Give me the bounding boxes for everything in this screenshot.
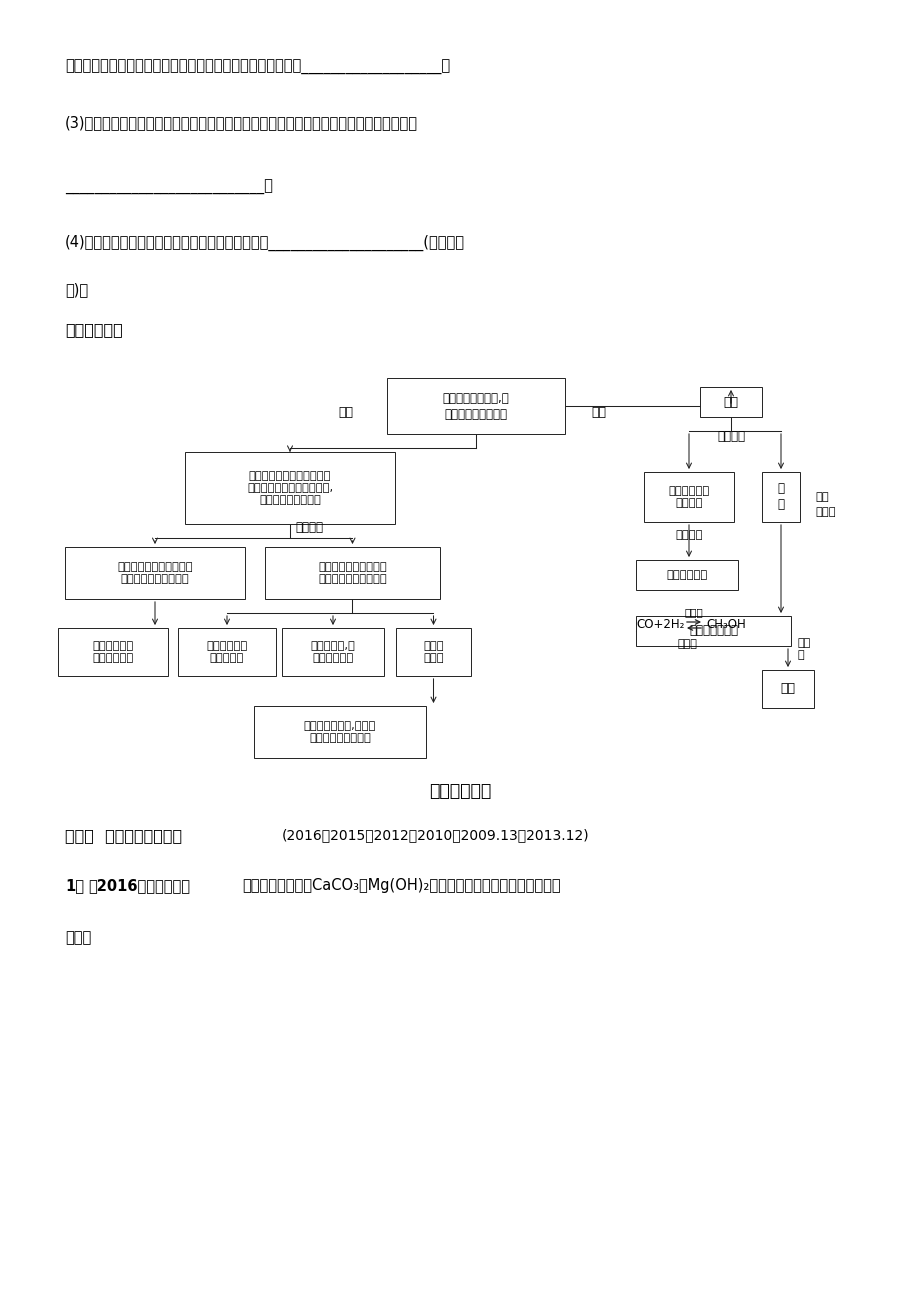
FancyBboxPatch shape [65,547,244,599]
FancyBboxPatch shape [635,616,790,646]
Text: ___________________________。: ___________________________。 [65,180,273,195]
FancyBboxPatch shape [699,387,761,417]
FancyBboxPatch shape [761,671,813,708]
Text: 碳与水蒸气在高温下反
应生成氢气和一氧化碳: 碳与水蒸气在高温下反 应生成氢气和一氧化碳 [318,561,387,585]
Text: CH₃OH: CH₃OH [705,618,745,631]
Text: 多步生产: 多步生产 [675,530,702,540]
Text: 水蒸气: 水蒸气 [814,506,834,517]
Text: 甲醇是清洁能源,充分燃
烧生成水和二氧化碳: 甲醇是清洁能源,充分燃 烧生成水和二氧化碳 [303,721,376,743]
Text: 操作: 操作 [590,406,606,419]
FancyBboxPatch shape [282,628,383,676]
FancyBboxPatch shape [395,628,471,676]
Text: 甲醇: 甲醇 [779,682,795,695]
Text: 煤中的硫、氮元素可转化为
可溶性的化合物留在溶液中,
碳仍以固体形式存在: 煤中的硫、氮元素可转化为 可溶性的化合物留在溶液中, 碳仍以固体形式存在 [246,470,333,505]
Text: 可)。: 可)。 [65,283,88,297]
Text: 含硫、含氮的化合物溶液
可转化为硫酸和氨肥等: 含硫、含氮的化合物溶液 可转化为硫酸和氨肥等 [117,561,193,585]
Text: 原煤: 原煤 [722,396,738,409]
FancyBboxPatch shape [643,473,733,522]
Text: 如图：: 如图： [65,930,91,945]
FancyBboxPatch shape [761,473,800,522]
Text: 专题分类训练: 专题分类训练 [428,783,491,799]
Text: 具有还原性,可
用于冶炼金属: 具有还原性,可 用于冶炼金属 [311,641,355,663]
Text: CO+2H₂: CO+2H₂ [635,618,684,631]
Text: (2016、2015、2012、2010、2009.13；2013.12): (2016、2015、2012、2010、2009.13；2013.12) [282,828,589,842]
FancyBboxPatch shape [635,560,737,590]
Text: 精
煤: 精 煤 [777,483,784,512]
Text: 具有可燃性，
可用作燃料: 具有可燃性， 可用作燃料 [206,641,247,663]
Text: 类型一  物质的合成流程图: 类型一 物质的合成流程图 [65,828,182,842]
Text: 含硫、氮的化
合物溶液: 含硫、氮的化 合物溶液 [667,486,709,508]
Text: 可用于
制甲醇: 可用于 制甲醇 [423,641,443,663]
Text: 分析: 分析 [337,406,353,419]
Text: （2016蜀山区二模）: （2016蜀山区二模） [88,878,190,893]
Text: 硫酸、氨肥等: 硫酸、氨肥等 [665,570,707,579]
Text: 1．: 1． [65,878,84,893]
FancyBboxPatch shape [177,628,276,676]
FancyBboxPatch shape [387,378,564,434]
FancyBboxPatch shape [265,547,439,599]
Text: (3)甲醇与乙醇一样具有可燃性，是一种理想的清洁能源，写出甲醇充分燃烧的化学方程式: (3)甲醇与乙醇一样具有可燃性，是一种理想的清洁能源，写出甲醇充分燃烧的化学方程… [65,115,417,130]
Text: 选洗除杂: 选洗除杂 [716,430,744,443]
FancyBboxPatch shape [58,628,168,676]
Text: (4)直接燃煤与煤的深加工综合利用你认为的优点是_____________________(答一点即: (4)直接燃煤与煤的深加工综合利用你认为的优点是________________… [65,234,464,251]
Text: 催化剂: 催化剂 [684,607,703,617]
Text: 置换反应: 置换反应 [295,521,323,534]
Text: 催化剂: 催化剂 [676,639,697,648]
Text: 煤的主要成分是碳,此
外还含有硫、氮元素: 煤的主要成分是碳,此 外还含有硫、氮元素 [442,392,509,421]
Text: 一氧化碳和氢气: 一氧化碳和氢气 [688,625,737,638]
Text: 冶炼金属，写出其中一种气体与氧化铁发生反应的化学方程式___________________。: 冶炼金属，写出其中一种气体与氧化铁发生反应的化学方程式_____________… [65,60,449,76]
Text: 【解题思路】: 【解题思路】 [65,322,122,337]
Text: 水垢的主要成分是CaCO₃、Mg(OH)₂，从水垢中制备氯化钙的主要流程: 水垢的主要成分是CaCO₃、Mg(OH)₂，从水垢中制备氯化钙的主要流程 [242,878,560,893]
FancyBboxPatch shape [254,706,425,758]
Text: 高温: 高温 [814,492,828,503]
FancyBboxPatch shape [185,452,394,523]
Text: 催化
剂: 催化 剂 [797,638,811,660]
Text: 使其中杂质得
到了合理利用: 使其中杂质得 到了合理利用 [92,641,133,663]
